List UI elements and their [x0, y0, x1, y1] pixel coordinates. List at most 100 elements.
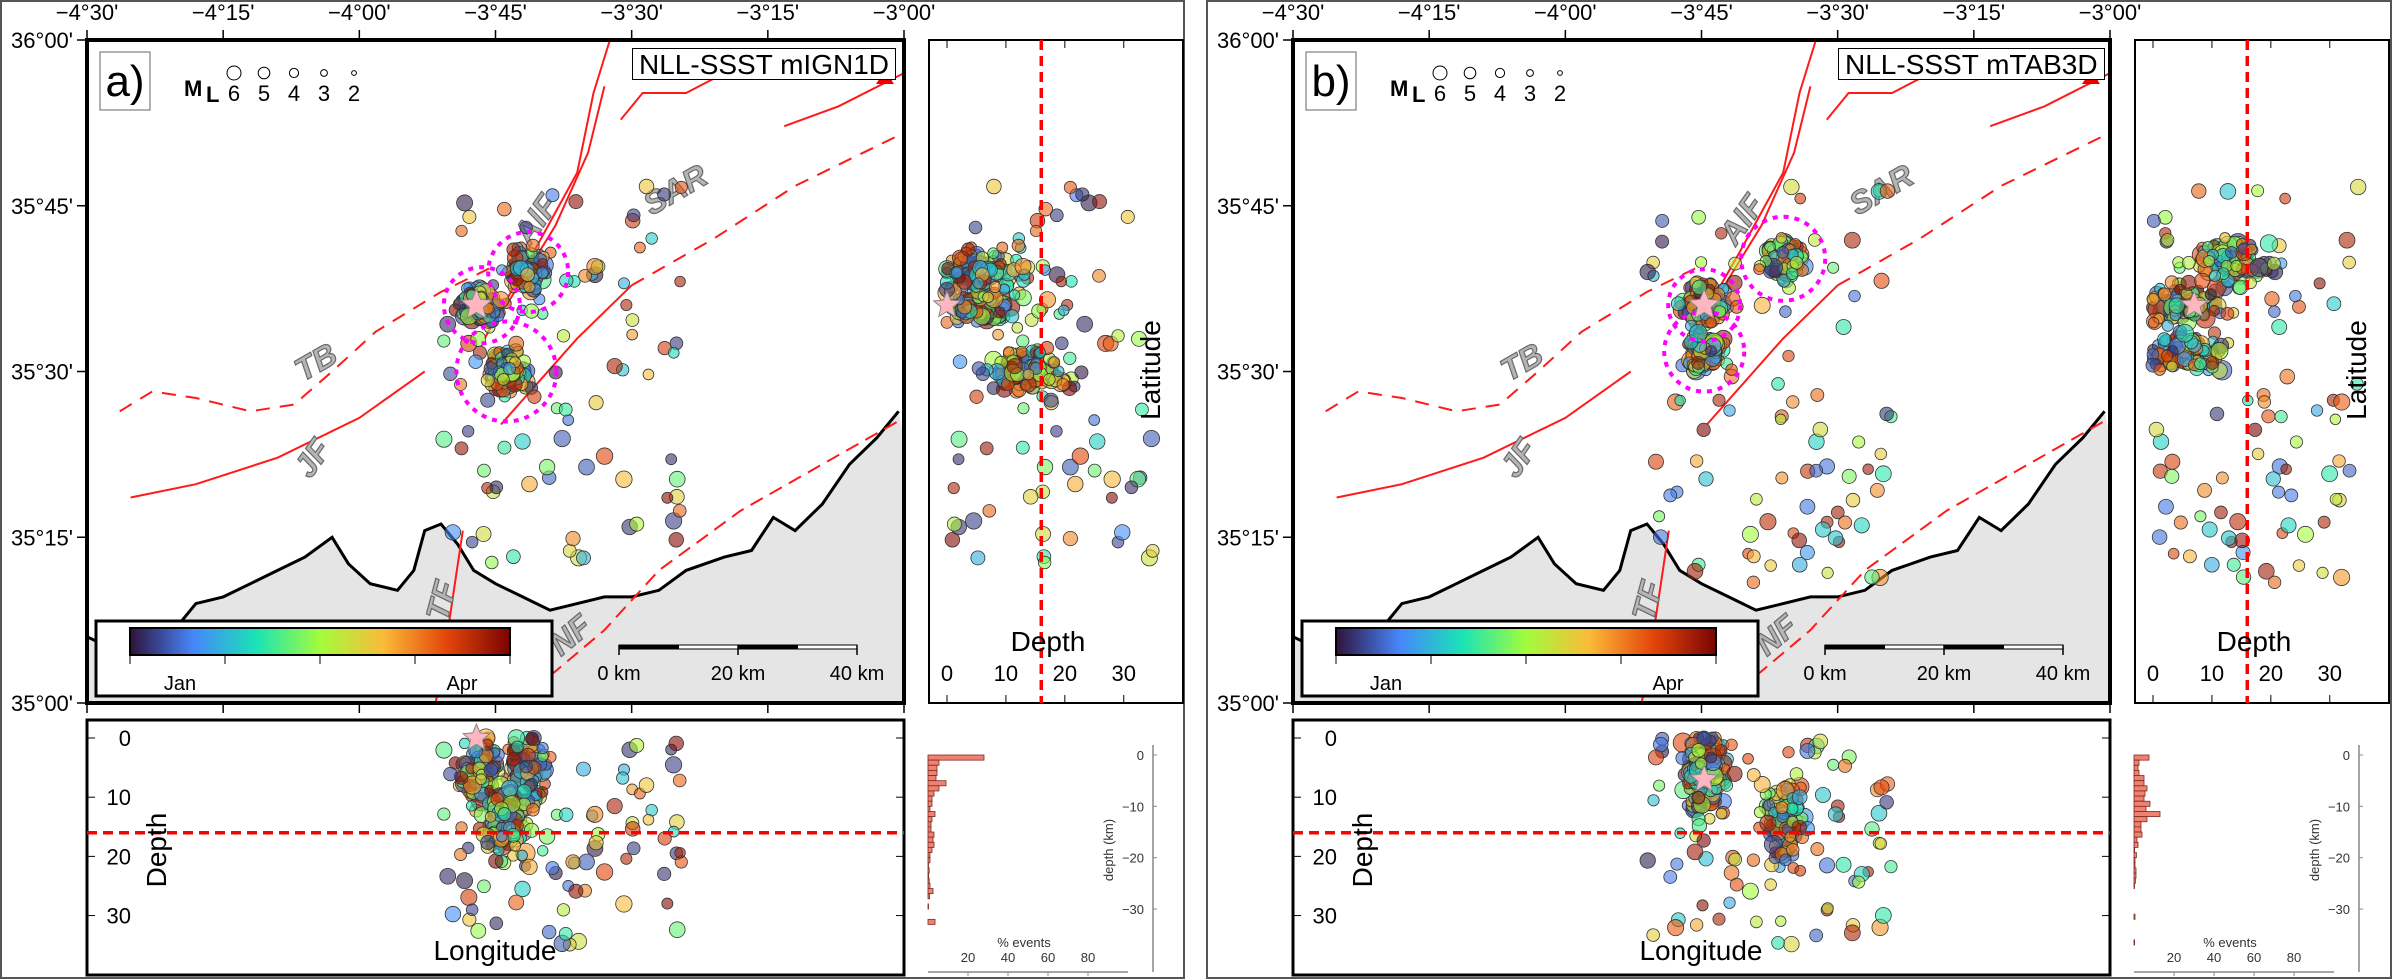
- section-event: [987, 247, 1000, 260]
- section-event: [501, 779, 519, 797]
- magnitude-legend-title: M: [1390, 76, 1408, 101]
- section-event: [2265, 471, 2281, 487]
- earthquake-event: [1779, 305, 1792, 318]
- section-event: [1008, 289, 1021, 301]
- histogram-bar: [927, 893, 931, 900]
- earthquake-event: [1764, 241, 1776, 253]
- section-event: [1821, 902, 1834, 915]
- earthquake-event: [497, 373, 510, 386]
- section-event: [2204, 288, 2217, 301]
- earthquake-event: [1799, 545, 1815, 560]
- earthquake-event: [480, 373, 495, 388]
- lon-tick-label: −3°00': [2079, 0, 2142, 25]
- earthquake-event: [562, 414, 575, 426]
- section-event: [516, 783, 532, 800]
- section-event: [1015, 440, 1030, 455]
- section-event: [1076, 315, 1093, 333]
- earthquake-event: [520, 267, 535, 282]
- histogram-x-tick-label: 80: [2287, 950, 2301, 965]
- earthquake-event: [1771, 377, 1785, 391]
- section-event: [1884, 860, 1898, 874]
- section-event: [1131, 330, 1147, 347]
- section-event: [1728, 852, 1742, 867]
- section-event: [2197, 483, 2212, 498]
- magnitude-legend-circle-icon: [1463, 66, 1477, 80]
- earthquake-event: [1639, 263, 1656, 281]
- earthquake-event: [1712, 393, 1726, 407]
- colorbar: [129, 627, 511, 656]
- histogram-xlabel: % events: [2203, 935, 2257, 950]
- earthquake-event: [618, 277, 630, 290]
- section-event: [586, 805, 604, 823]
- section-event: [2259, 234, 2279, 253]
- section-event: [2289, 289, 2302, 303]
- mainshock-star-icon: [459, 287, 493, 320]
- section-event: [1087, 463, 1102, 478]
- lat-tick-label: 35°45': [1217, 194, 1279, 219]
- earthquake-event: [1655, 213, 1670, 228]
- histogram-y-tick-label: −30: [2328, 902, 2350, 917]
- depth-tick-label: 20: [1313, 844, 1337, 869]
- lat-tick-label: 35°15': [11, 525, 73, 550]
- section-event: [443, 766, 458, 782]
- section-event: [668, 921, 686, 938]
- section-event: [2215, 471, 2229, 485]
- section-event: [1074, 365, 1089, 380]
- histogram-bar: [2133, 872, 2137, 879]
- section-event: [2220, 306, 2235, 321]
- section-event: [1103, 470, 1121, 488]
- section-event: [2146, 292, 2160, 306]
- histogram-y-tick-label: −10: [2328, 799, 2350, 814]
- section-event: [946, 516, 962, 532]
- section-event: [657, 866, 672, 881]
- colorbar: [1335, 627, 1717, 656]
- fault-nf: [1738, 417, 2111, 691]
- section-event: [665, 756, 683, 774]
- section-event: [2168, 297, 2185, 314]
- section-event: [565, 854, 581, 870]
- section-event: [626, 841, 641, 856]
- earthquake-event: [642, 368, 655, 381]
- earthquake-event: [1674, 394, 1686, 407]
- section-event: [1879, 795, 1894, 810]
- section-event: [982, 291, 994, 304]
- histogram-bar: [2133, 913, 2136, 920]
- longitude-axis-title: Longitude: [433, 935, 556, 966]
- section-event: [1647, 794, 1660, 807]
- fault-sar-solid: [500, 284, 633, 426]
- earthquake-event: [454, 441, 469, 456]
- cluster-outline-2: [486, 230, 571, 315]
- histogram-bar: [927, 759, 940, 766]
- section-event: [2284, 488, 2299, 503]
- histogram-bar: [927, 790, 935, 797]
- section-event: [1062, 530, 1078, 547]
- longitude-axis-title: Longitude: [1639, 935, 1762, 966]
- section-event: [2146, 213, 2161, 228]
- section-event: [2279, 368, 2296, 385]
- section-event: [2279, 192, 2291, 205]
- earthquake-event: [461, 425, 475, 438]
- histogram-bar: [2133, 816, 2148, 823]
- earthquake-event: [1837, 515, 1853, 530]
- section-event: [992, 328, 1004, 341]
- earthquake-event: [1783, 178, 1800, 196]
- earthquake-event: [1782, 349, 1795, 363]
- panel-b-frame: [1206, 0, 2392, 979]
- section-event: [2157, 287, 2172, 302]
- magnitude-legend-subscript: L: [206, 82, 219, 107]
- section-event: [1789, 767, 1804, 781]
- histogram-bar: [2133, 867, 2137, 874]
- section-event: [2317, 515, 2331, 529]
- scalebar-segment: [678, 644, 739, 650]
- section-event: [1779, 853, 1792, 867]
- histogram-bar: [2133, 841, 2139, 848]
- scalebar-segment: [2003, 644, 2064, 650]
- mainshock-star-icon: [2179, 289, 2209, 318]
- histogram-y-tick-label: −30: [1122, 902, 1144, 917]
- section-event: [2180, 274, 2197, 291]
- earthquake-event: [444, 524, 462, 541]
- latitude-axis-title: Latitude: [2341, 320, 2372, 420]
- section-event: [2164, 468, 2180, 484]
- section-event: [1048, 356, 1061, 369]
